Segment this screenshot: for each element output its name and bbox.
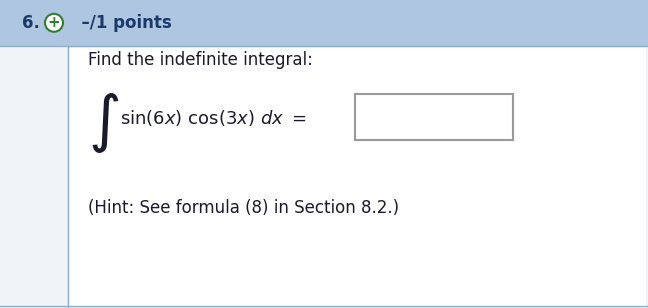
Text: Find the indefinite integral:: Find the indefinite integral: <box>88 51 313 69</box>
Text: +: + <box>47 15 60 30</box>
Circle shape <box>45 14 63 32</box>
Bar <box>0 0 648 46</box>
Text: –/1 points: –/1 points <box>70 14 172 32</box>
Bar <box>355 94 513 140</box>
Text: (Hint: See formula (8) in Section 8.2.): (Hint: See formula (8) in Section 8.2.) <box>88 199 399 217</box>
Text: 6.: 6. <box>22 14 40 32</box>
Text: $\mathrm{sin(6}x\mathrm{)\ cos(3}x\mathrm{)\ }dx\ =$: $\mathrm{sin(6}x\mathrm{)\ cos(3}x\mathr… <box>120 108 307 128</box>
Bar <box>68 47 646 306</box>
Text: $\int$: $\int$ <box>88 91 119 155</box>
